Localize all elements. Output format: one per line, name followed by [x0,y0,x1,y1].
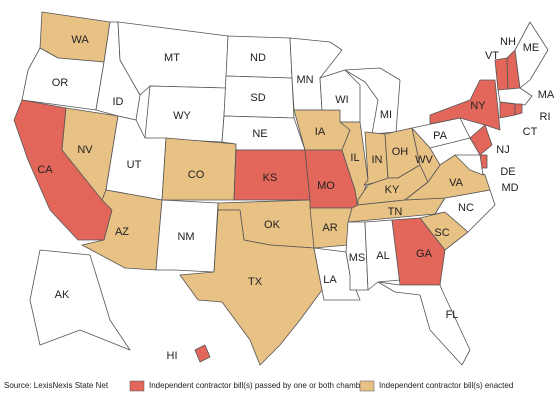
state-label: AL [376,250,389,262]
state-label: OR [52,77,69,89]
legend-swatch [359,380,375,392]
state-label: NH [500,36,516,48]
state-label: OK [264,219,281,231]
state [194,344,211,363]
state [29,249,131,351]
state-label: SC [434,227,449,239]
state-label: PA [433,130,448,142]
state-label: VA [449,177,464,189]
state [469,124,493,156]
state [499,101,516,119]
legend-label: Independent contractor bill(s) passed by… [149,381,371,390]
state-label: KS [263,172,278,184]
state-label: DE [500,166,515,178]
state-label: GA [416,248,433,260]
state-label: AK [55,289,70,301]
state-label: KY [385,184,400,196]
state [339,121,369,209]
state-label: NJ [496,144,509,156]
state-label: ME [523,42,540,54]
state-label: TN [388,206,403,218]
state-label: IN [372,154,383,166]
state [429,79,501,131]
state-label: NV [77,144,93,156]
state-label: MN [296,74,313,86]
state-label: WI [335,94,348,106]
state-label: AR [322,222,337,234]
state-label: WY [173,110,191,122]
state-label: CO [188,169,205,181]
state-label: UT [127,159,142,171]
state [494,57,509,91]
state-label: MI [380,109,392,121]
state-label: MA [538,89,555,101]
state-label: TX [248,276,263,288]
legend-label: Independent contractor bill(s) enacted [379,381,513,390]
state-label: SD [250,92,265,104]
state [391,217,446,286]
state-label: LA [323,274,337,286]
state-label: VT [485,50,499,62]
source: Source: LexisNexis State Net [4,381,109,390]
state [514,21,549,89]
state-label: WA [71,34,89,46]
state-label: MO [317,180,335,192]
state-label: NM [177,231,194,243]
state [155,199,219,273]
state-label: IL [350,152,359,164]
state [364,219,401,291]
state-label: MS [349,252,366,264]
state [377,281,471,366]
state [454,154,484,176]
state-label: ND [250,52,266,64]
state [179,209,323,366]
state-label: ID [113,96,124,108]
state-label: FL [446,309,459,321]
state-label: CT [523,126,538,138]
legend-swatch [129,380,145,392]
state-label: AZ [115,226,129,238]
state-label: NC [458,202,474,214]
state-label: MT [164,52,180,64]
state [411,127,441,183]
state-label: RI [540,111,551,123]
state-label: IA [315,126,326,138]
state [344,67,401,135]
state-label: CA [37,164,53,176]
state-label: OH [392,146,409,158]
state-label: NY [470,100,486,112]
state-label: HI [167,350,178,362]
state-label: NE [252,128,267,140]
state-label: WV [415,154,433,166]
state [497,87,533,106]
state [514,103,523,116]
state-label: MD [501,182,518,194]
